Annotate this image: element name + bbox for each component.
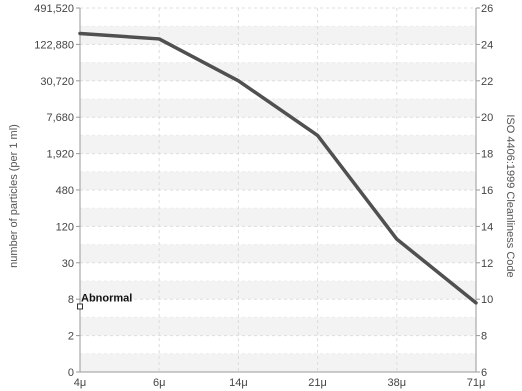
plot-band [80,135,476,154]
right-tick-label: 26 [481,3,493,15]
x-tick-label: 6μ [153,377,165,389]
right-tick-label: 22 [481,76,493,88]
x-tick-label: 71μ [467,377,486,389]
left-tick-label: 30 [62,258,74,270]
series-line [78,31,478,305]
right-tick-labels: 6 8 10 12 14 16 18 20 22 24 26 [476,3,493,379]
annotation: Abnormal [77,292,132,310]
left-tick-label: 2 [68,331,74,343]
plot-bands [80,26,476,372]
left-tick-label: 120 [56,221,74,233]
annotation-label: Abnormal [81,292,132,304]
left-tick-label: 8 [68,294,74,306]
right-tick-label: 16 [481,185,493,197]
plot-band [80,317,476,336]
plot-band [80,62,476,81]
left-tick-label: 491,520 [34,3,74,15]
right-tick-label: 12 [481,258,493,270]
x-tick-label: 14μ [229,377,248,389]
left-tick-label: 1,920 [46,149,74,161]
annotation-marker [77,303,83,310]
y-axis-title-left: number of particles (per 1 ml) [8,124,20,268]
left-tick-label: 30,720 [40,76,74,88]
x-tick-label: 4μ [74,377,86,389]
grid-lines [80,7,476,373]
plot-band [80,208,476,227]
left-tick-label: 122,880 [34,39,74,51]
right-tick-label: 20 [481,112,493,124]
left-tick-label: 480 [56,185,74,197]
right-tick-label: 14 [481,221,493,233]
plot-band [80,353,476,372]
x-tick-label: 38μ [388,377,407,389]
plot-band [80,244,476,263]
right-tick-label: 8 [481,331,487,343]
x-tick-labels: 4μ 6μ 14μ 21μ 38μ 71μ [74,377,486,389]
left-tick-label: 0 [68,367,74,379]
plot-band [80,26,476,45]
plot-band [80,171,476,190]
right-tick-label: 18 [481,149,493,161]
x-tick-label: 21μ [308,377,327,389]
y-axis-title-right: ISO 4406:1999 Cleanliness Code [504,114,516,277]
series [78,31,478,305]
right-tick-label: 24 [481,39,493,51]
plot-band [80,281,476,300]
right-tick-label: 6 [481,367,487,379]
right-tick-label: 10 [481,294,493,306]
left-tick-labels: 0 2 8 30 120 480 1,920 7,680 30,720 122,880 491,52… [34,3,80,379]
left-tick-label: 7,680 [46,112,74,124]
